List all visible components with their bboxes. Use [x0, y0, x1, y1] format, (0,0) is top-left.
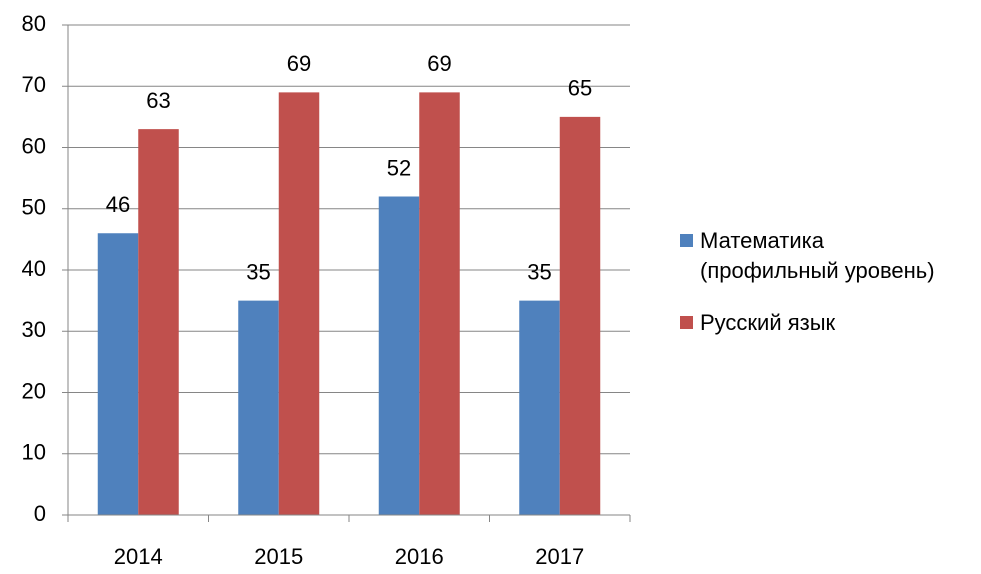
y-tick-label: 60	[22, 133, 46, 158]
legend-swatch	[680, 234, 693, 247]
bar	[559, 116, 601, 515]
bar	[238, 300, 279, 515]
data-label: 52	[387, 155, 411, 180]
y-tick-label: 30	[22, 317, 46, 342]
legend-item: Русский язык	[680, 308, 935, 338]
legend-item: Математика (профильный уровень)	[680, 226, 935, 286]
data-label: 69	[427, 51, 451, 76]
bar	[419, 92, 460, 515]
x-tick-label: 2015	[254, 544, 303, 569]
data-label: 35	[527, 259, 551, 284]
data-label: 46	[106, 192, 130, 217]
bar	[378, 196, 420, 515]
y-tick-label: 70	[22, 72, 46, 97]
y-tick-label: 50	[22, 195, 46, 220]
x-tick-label: 2017	[535, 544, 584, 569]
legend-label: Математика (профильный уровень)	[700, 228, 935, 283]
bar	[519, 300, 560, 515]
y-tick-label: 10	[22, 440, 46, 465]
legend-swatch	[680, 316, 693, 329]
legend-label: Русский язык	[700, 310, 836, 335]
y-tick-label: 0	[34, 501, 46, 526]
data-label: 65	[568, 76, 592, 101]
data-label: 63	[146, 88, 170, 113]
bar	[138, 129, 179, 515]
x-tick-label: 2014	[114, 544, 163, 569]
bar	[97, 233, 139, 515]
bar	[278, 92, 320, 515]
data-label: 35	[246, 259, 270, 284]
y-tick-label: 20	[22, 378, 46, 403]
y-tick-label: 80	[22, 11, 46, 36]
x-tick-label: 2016	[395, 544, 444, 569]
data-label: 69	[287, 51, 311, 76]
legend: Математика (профильный уровень) Русский я…	[680, 226, 935, 360]
y-tick-label: 40	[22, 256, 46, 281]
